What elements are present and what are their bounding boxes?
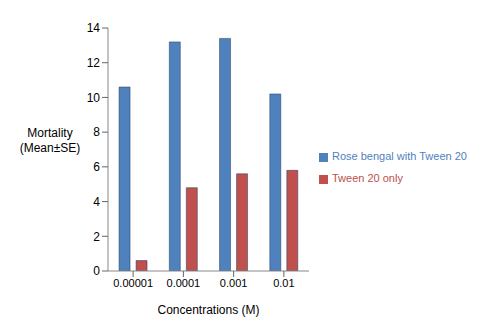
- html-text:Tween 20 only: Tween 20 only: [332, 172, 403, 184]
- svg-text:0.00001: 0.00001: [113, 277, 153, 289]
- svg-text:4: 4: [93, 195, 100, 209]
- svg-text:12: 12: [87, 56, 101, 70]
- svg-text:14: 14: [87, 21, 101, 35]
- svg-text:8: 8: [93, 125, 100, 139]
- svg-text:0.0001: 0.0001: [167, 277, 201, 289]
- html-text:Mortality: Mortality: [27, 126, 73, 140]
- svg-text:10: 10: [87, 91, 101, 105]
- svg-text:Concentrations (M): Concentrations (M): [157, 303, 259, 317]
- svg-text:0.01: 0.01: [273, 277, 294, 289]
- html-text:(Mean±SE): (Mean±SE): [19, 141, 81, 155]
- svg-text:0: 0: [93, 264, 100, 278]
- html-text:Rose bengal with Tween 20: Rose bengal with Tween 20: [332, 150, 467, 162]
- svg-text:0.001: 0.001: [220, 277, 248, 289]
- svg-text:6: 6: [93, 160, 100, 174]
- svg-text:2: 2: [93, 230, 100, 244]
